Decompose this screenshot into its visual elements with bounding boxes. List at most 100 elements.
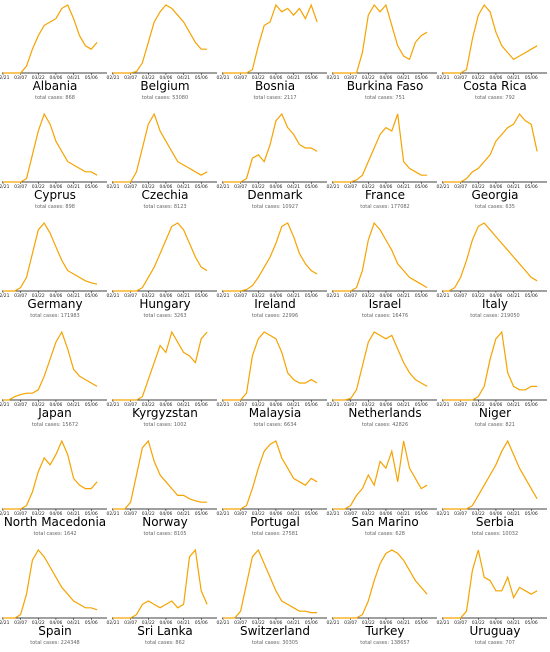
x-tick-label: 04/06 <box>49 184 62 190</box>
x-tick-label: 05/06 <box>525 293 538 299</box>
x-tick-label: 04/21 <box>397 184 410 190</box>
x-tick-label: 04/06 <box>379 620 392 626</box>
x-tick-label: 02/21 <box>327 184 340 190</box>
x-tick-label: 03/07 <box>234 184 247 190</box>
panel-title: Costa Rica <box>463 79 526 93</box>
x-tick-label: 05/06 <box>305 620 318 626</box>
series-line <box>443 222 538 292</box>
x-tick-label: 02/21 <box>437 620 450 626</box>
x-tick-label: 03/22 <box>142 75 155 81</box>
panel-title: Portugal <box>250 515 300 529</box>
x-tick-label: 04/06 <box>379 75 392 81</box>
x-tick-label: 02/21 <box>327 293 340 299</box>
x-tick-label: 02/21 <box>217 293 230 299</box>
x-tick-label: 05/06 <box>525 511 538 517</box>
x-tick-label: 04/06 <box>159 402 172 408</box>
panel-title: Denmark <box>247 188 302 202</box>
x-tick-label: 03/07 <box>124 184 137 190</box>
x-tick-label: 05/06 <box>195 293 208 299</box>
x-tick-label: 03/22 <box>252 293 265 299</box>
series-line <box>113 548 208 619</box>
x-tick-label: 05/06 <box>195 620 208 626</box>
x-tick-label: 04/06 <box>269 402 282 408</box>
x-tick-label: 05/06 <box>195 184 208 190</box>
x-tick-label: 02/21 <box>0 184 10 190</box>
series-line <box>333 221 428 292</box>
x-tick-label: 05/06 <box>525 75 538 81</box>
x-tick-label: 04/21 <box>287 511 300 517</box>
x-tick-label: 04/06 <box>49 620 62 626</box>
x-tick-label: 05/06 <box>525 402 538 408</box>
x-tick-label: 05/06 <box>85 293 98 299</box>
x-tick-label: 03/07 <box>454 75 467 81</box>
x-tick-label: 02/21 <box>107 620 120 626</box>
x-tick-label: 04/06 <box>269 620 282 626</box>
x-tick-label: 05/06 <box>195 511 208 517</box>
panel-title: Switzerland <box>240 624 310 638</box>
x-tick-label: 03/07 <box>14 620 27 626</box>
series-line <box>113 222 208 292</box>
x-tick-label: 04/21 <box>397 402 410 408</box>
panel-subtitle: total cases: 635 <box>475 204 515 210</box>
x-tick-label: 02/21 <box>107 293 120 299</box>
x-tick-label: 03/22 <box>252 402 265 408</box>
x-tick-label: 03/07 <box>234 402 247 408</box>
series-line <box>223 222 318 292</box>
x-tick-label: 02/21 <box>327 402 340 408</box>
x-tick-label: 03/07 <box>344 184 357 190</box>
x-tick-label: 04/21 <box>177 511 190 517</box>
panel-subtitle: total cases: 171983 <box>30 313 79 319</box>
x-tick-label: 03/07 <box>344 293 357 299</box>
x-tick-label: 05/06 <box>305 184 318 190</box>
panel-subtitle: total cases: 792 <box>475 95 515 101</box>
x-tick-label: 02/21 <box>107 184 120 190</box>
x-tick-label: 02/21 <box>217 620 230 626</box>
x-tick-label: 05/06 <box>195 75 208 81</box>
x-tick-label: 03/07 <box>344 402 357 408</box>
x-tick-label: 02/21 <box>107 75 120 81</box>
panel-subtitle: total cases: 30305 <box>252 640 298 646</box>
series-line <box>333 549 428 619</box>
x-tick-label: 04/21 <box>67 184 80 190</box>
x-tick-label: 03/07 <box>454 511 467 517</box>
x-tick-label: 04/06 <box>159 620 172 626</box>
x-tick-label: 05/06 <box>415 293 428 299</box>
x-tick-label: 05/06 <box>85 511 98 517</box>
panel-title: Belgium <box>140 79 189 93</box>
x-tick-label: 04/21 <box>287 620 300 626</box>
series-line <box>333 3 428 74</box>
x-tick-label: 05/06 <box>305 511 318 517</box>
x-tick-label: 02/21 <box>437 184 450 190</box>
x-tick-label: 04/21 <box>287 184 300 190</box>
series-line <box>223 440 318 510</box>
x-tick-label: 04/21 <box>67 75 80 81</box>
x-tick-label: 05/06 <box>525 184 538 190</box>
x-tick-label: 05/06 <box>305 293 318 299</box>
x-tick-label: 03/22 <box>142 293 155 299</box>
series-line <box>443 3 538 74</box>
series-line <box>3 330 98 401</box>
x-tick-label: 04/21 <box>287 75 300 81</box>
x-tick-label: 04/21 <box>397 293 410 299</box>
x-tick-label: 03/22 <box>32 75 45 81</box>
x-tick-label: 03/22 <box>32 293 45 299</box>
x-tick-label: 03/22 <box>472 511 485 517</box>
panel-subtitle: total cases: 8123 <box>143 204 186 210</box>
panel-title: Georgia <box>471 188 518 202</box>
panel-title: San Marino <box>351 515 418 529</box>
series-line <box>223 331 318 401</box>
x-tick-label: 04/06 <box>269 511 282 517</box>
series-line <box>3 4 98 74</box>
panel-title: Ireland <box>254 297 296 311</box>
x-tick-label: 04/06 <box>489 184 502 190</box>
series-line <box>443 439 538 510</box>
x-tick-label: 03/07 <box>14 293 27 299</box>
panel-title: Bosnia <box>255 79 295 93</box>
x-tick-label: 04/21 <box>507 75 520 81</box>
x-tick-label: 04/06 <box>269 184 282 190</box>
x-tick-label: 05/06 <box>85 620 98 626</box>
panel-title: Italy <box>482 297 508 311</box>
x-tick-label: 02/21 <box>107 402 120 408</box>
x-tick-label: 03/07 <box>124 75 137 81</box>
x-tick-label: 04/21 <box>507 511 520 517</box>
